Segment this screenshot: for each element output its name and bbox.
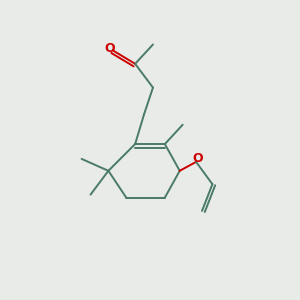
Text: O: O: [105, 42, 115, 56]
Text: O: O: [192, 152, 203, 165]
